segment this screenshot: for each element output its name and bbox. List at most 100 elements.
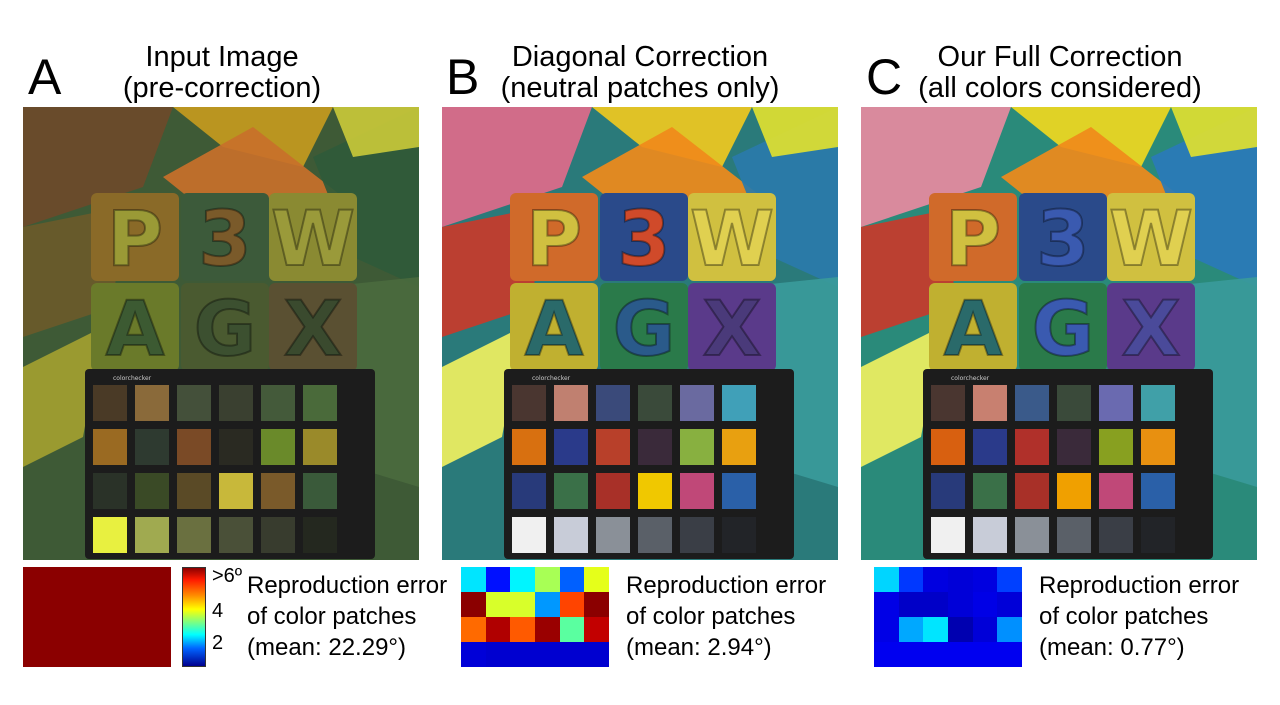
checker-patch [261, 385, 295, 421]
puzzle-letter: G [194, 284, 256, 373]
error-cell [72, 567, 97, 592]
checker-patch [973, 429, 1007, 465]
error-cell [972, 592, 998, 617]
puzzle-letter: W [1109, 194, 1193, 283]
puzzle-tile [91, 193, 179, 281]
checker-patch [1015, 429, 1049, 465]
error-cell [485, 642, 511, 667]
error-cell [23, 617, 48, 642]
checker-brand: colorchecker [951, 375, 990, 382]
puzzle-tile [929, 193, 1017, 281]
checker-patch [1141, 517, 1175, 553]
checker-patch [638, 385, 672, 421]
puzzle-letter: X [703, 284, 762, 373]
checker-brand: colorchecker [532, 375, 571, 382]
error-cell [510, 617, 535, 642]
error-cell [96, 617, 122, 642]
checker-patch [722, 429, 756, 465]
puzzle-letter: W [271, 194, 355, 283]
error-cell [997, 592, 1022, 617]
checker-patch [638, 473, 672, 509]
checker-patch [638, 517, 672, 553]
checker-patch [93, 517, 127, 553]
error-cell [534, 592, 560, 617]
error-cell [534, 567, 560, 592]
caption-a-line2: of color patches [247, 603, 417, 630]
error-cell [559, 617, 585, 642]
checker-patch [931, 385, 965, 421]
panel-title-b-line2: (neutral patches only) [500, 72, 780, 104]
checker-patch [219, 473, 253, 509]
checker-patch [177, 385, 211, 421]
checker-patch [680, 517, 714, 553]
error-cell [146, 617, 171, 642]
panel-title-c-line2: (all colors considered) [918, 72, 1202, 104]
checker-patch [722, 385, 756, 421]
checker-patch [931, 473, 965, 509]
error-cell [997, 617, 1022, 642]
error-cell [559, 642, 585, 667]
puzzle-tile [929, 283, 1017, 371]
checker-brand: colorchecker [113, 375, 152, 382]
puzzle-letter: 3 [1037, 194, 1090, 283]
caption-b: Reproduction error of color patches (mea… [626, 570, 826, 663]
puzzle-tile [1107, 283, 1195, 371]
error-map-diagonal [461, 567, 609, 667]
error-cell [972, 567, 998, 592]
checker-patch [1141, 473, 1175, 509]
error-map-input [23, 567, 171, 667]
checker-patch [303, 429, 337, 465]
paper-sheet [732, 107, 838, 287]
error-cell [947, 592, 973, 617]
checker-patch [261, 429, 295, 465]
panel-title-c-line1: Our Full Correction [937, 41, 1183, 73]
checker-patch [303, 473, 337, 509]
checker-patch [680, 473, 714, 509]
error-cell [997, 642, 1022, 667]
error-cell [947, 567, 973, 592]
error-cell [510, 642, 535, 667]
error-cell [121, 642, 147, 667]
caption-b-line1: Reproduction error [626, 572, 827, 599]
error-cell [874, 642, 899, 667]
paper-sheet [313, 107, 419, 287]
puzzle-tile [510, 283, 598, 371]
caption-a-line1: Reproduction error [247, 572, 448, 599]
checker-patch [1141, 429, 1175, 465]
error-cell [23, 567, 48, 592]
puzzle-letter: P [107, 194, 163, 283]
checker-patch [722, 473, 756, 509]
puzzle-tile [688, 193, 776, 281]
checker-patch [596, 517, 630, 553]
paper-sheet [861, 327, 941, 467]
error-cell [485, 592, 511, 617]
checker-patch [680, 385, 714, 421]
puzzle-tile [181, 283, 269, 371]
colorbar-label-2: 2 [212, 632, 224, 654]
checker-patch [512, 385, 546, 421]
checker-patch [1057, 385, 1091, 421]
error-cell [72, 617, 97, 642]
checker-patch [177, 517, 211, 553]
error-cell [923, 617, 948, 642]
checker-patch [596, 473, 630, 509]
caption-c-line3: (mean: 0.77°) [1039, 634, 1185, 661]
error-cell [510, 592, 535, 617]
error-cell [461, 642, 486, 667]
puzzle-tile [510, 193, 598, 281]
checker-patch [135, 517, 169, 553]
error-cell [461, 592, 486, 617]
error-cell [510, 567, 535, 592]
error-cell [874, 567, 899, 592]
error-cell [584, 567, 609, 592]
checker-patch [512, 517, 546, 553]
error-colorbar [182, 567, 206, 667]
error-cell [146, 642, 171, 667]
error-cell [923, 642, 948, 667]
checker-patch [554, 429, 588, 465]
checker-patch [1099, 473, 1133, 509]
error-cell [461, 617, 486, 642]
error-cell [47, 567, 73, 592]
